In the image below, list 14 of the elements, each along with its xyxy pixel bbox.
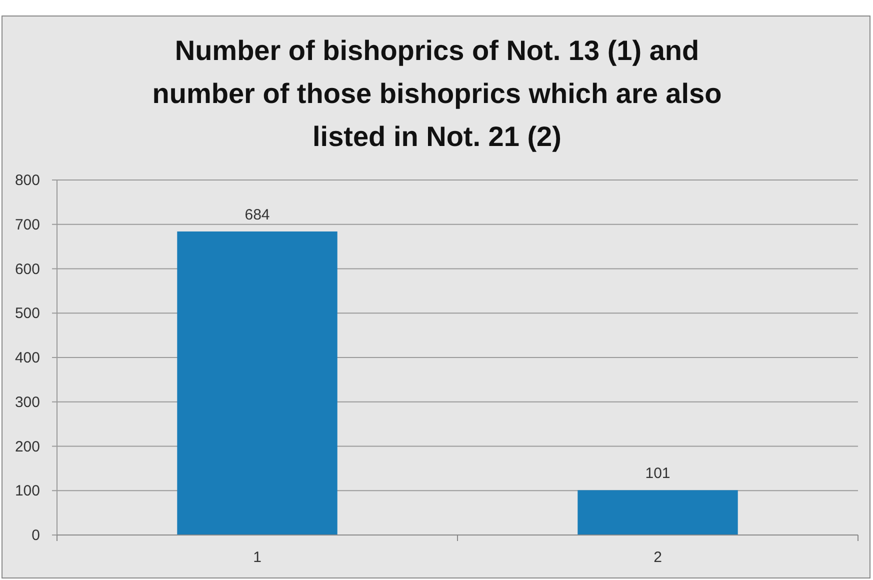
y-tick-label: 300 xyxy=(14,394,40,411)
y-tick-label: 600 xyxy=(14,260,40,278)
y-tick-label: 800 xyxy=(14,172,40,189)
chart-title: Number of bishoprics of Not. 13 (1) and number of those bishoprics which are also listed in Not. 21 (2) xyxy=(152,35,722,152)
data-label: 684 xyxy=(244,206,270,224)
y-tick-label: 100 xyxy=(14,482,40,500)
y-tick-label: 500 xyxy=(14,305,40,322)
x-tick-label: 1 xyxy=(253,549,262,566)
data-label: 101 xyxy=(645,465,670,482)
y-tick-label: 700 xyxy=(14,216,40,234)
y-tick-label: 400 xyxy=(14,350,40,366)
y-tick-label: 200 xyxy=(14,438,40,456)
x-tick-label: 2 xyxy=(654,549,662,566)
y-tick-label: 0 xyxy=(32,527,40,544)
